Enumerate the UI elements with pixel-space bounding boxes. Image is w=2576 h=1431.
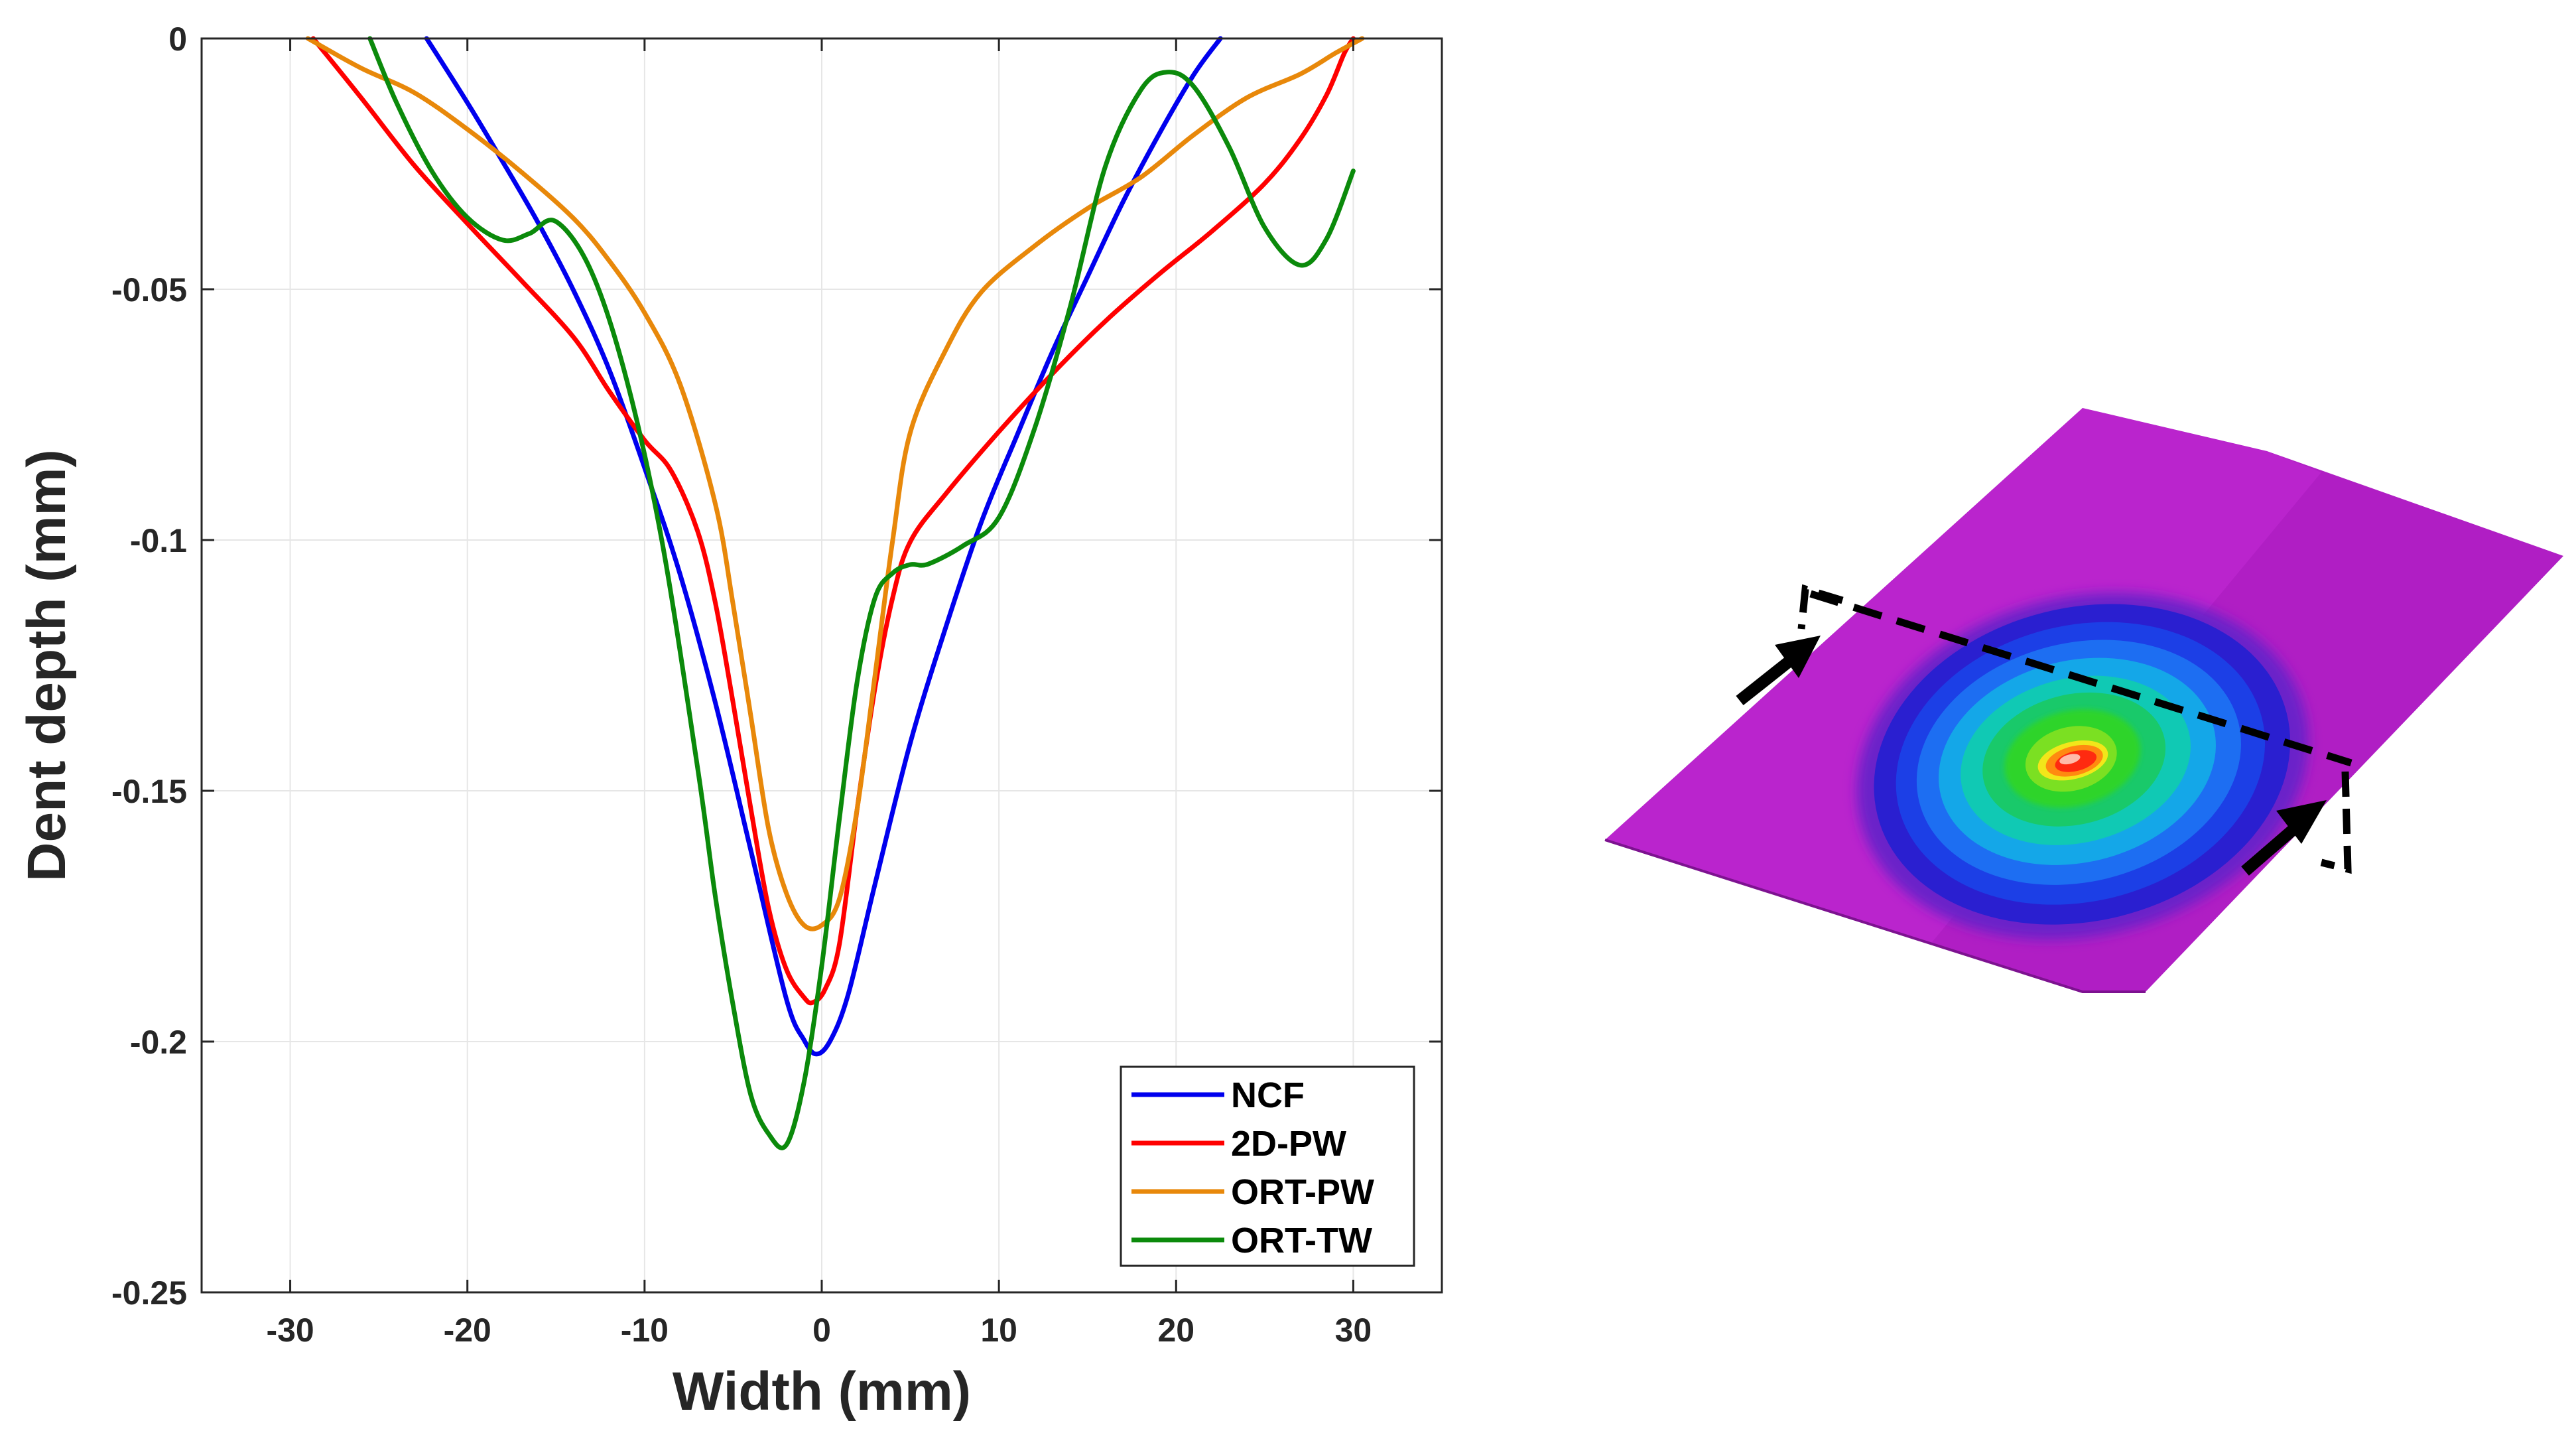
legend-box bbox=[1120, 1065, 1415, 1267]
legend-label-ort-pw: ORT-PW bbox=[1231, 1172, 1374, 1212]
series-line-2d-pw bbox=[310, 36, 1356, 1006]
x-axis-label: Width (mm) bbox=[673, 1361, 971, 1422]
x-tick-label: -10 bbox=[621, 1312, 669, 1349]
dent-surface-3d-illustration bbox=[1604, 408, 2563, 993]
y-tick-label: -0.05 bbox=[111, 271, 187, 308]
axis-ticks: -30 -20 -10 0 10 20 30 0 -0.05 -0.1 -0.15 -0.2 -0.25 bbox=[111, 21, 1442, 1349]
y-tick-label: -0.25 bbox=[111, 1274, 187, 1312]
dent-peak bbox=[2059, 754, 2081, 765]
plate-edge bbox=[1604, 839, 2146, 993]
section-cut-line bbox=[1809, 590, 2352, 767]
arrow-icon bbox=[1736, 636, 1821, 706]
x-tick-label: 30 bbox=[1335, 1312, 1372, 1349]
legend-label-2d-pw: 2D-PW bbox=[1231, 1124, 1346, 1164]
dent-depth-line-chart: -30 -20 -10 0 10 20 30 0 -0.05 -0.1 -0.15 -0.2 -0.25… bbox=[17, 21, 1443, 1422]
y-tick-label: -0.1 bbox=[130, 522, 187, 559]
series-lines bbox=[305, 36, 1365, 1150]
section-cut-corner-left bbox=[1797, 584, 1844, 630]
arrow-icon bbox=[2241, 800, 2327, 876]
section-cut-indicator bbox=[1736, 584, 2352, 876]
x-tick-label: 20 bbox=[1157, 1312, 1194, 1349]
legend-label-ncf: NCF bbox=[1231, 1075, 1305, 1115]
legend-label-ort-tw: ORT-TW bbox=[1231, 1221, 1372, 1261]
y-axis-label: Dent depth (mm) bbox=[17, 449, 77, 881]
x-tick-label: 0 bbox=[812, 1312, 831, 1349]
legend: NCF 2D-PW ORT-PW ORT-TW bbox=[1120, 1065, 1415, 1267]
series-line-ort-tw bbox=[367, 36, 1356, 1150]
section-cut-corner-right bbox=[2320, 771, 2352, 874]
x-tick-label: -20 bbox=[444, 1312, 491, 1349]
y-tick-label: -0.15 bbox=[111, 773, 187, 810]
y-tick-label: 0 bbox=[168, 21, 187, 58]
dent-contours bbox=[1856, 592, 2309, 940]
y-tick-label: -0.2 bbox=[130, 1024, 187, 1061]
series-line-ort-pw bbox=[305, 36, 1365, 931]
x-tick-label: 10 bbox=[980, 1312, 1017, 1349]
x-tick-label: -30 bbox=[266, 1312, 314, 1349]
